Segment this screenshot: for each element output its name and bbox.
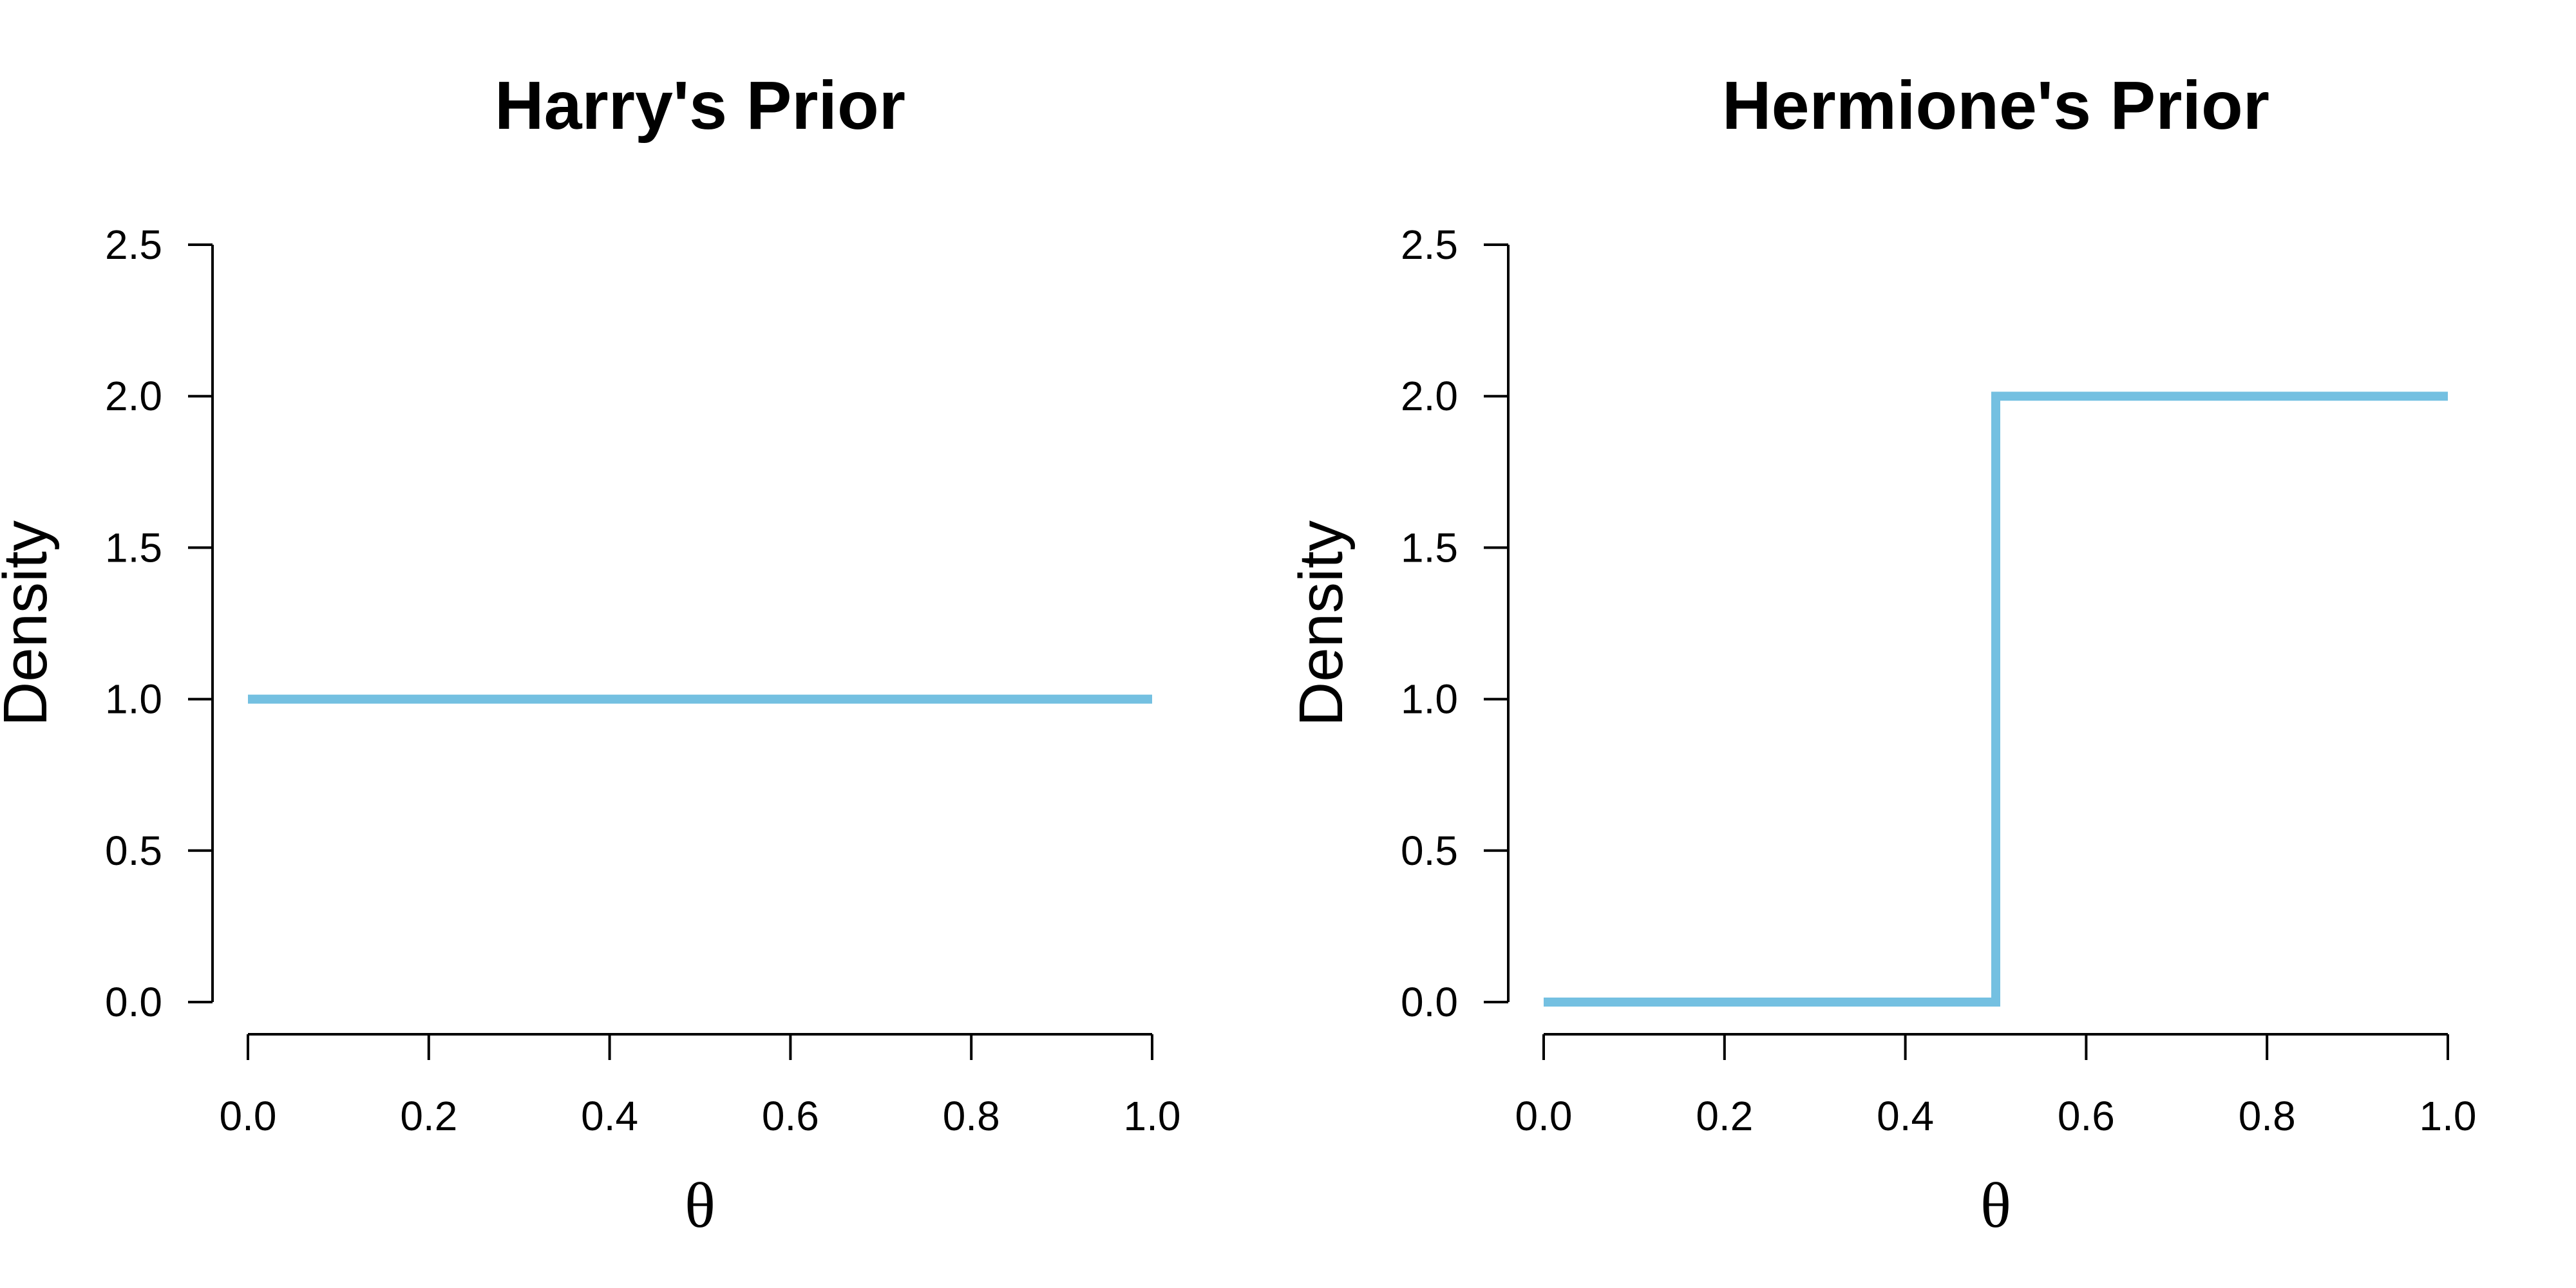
y-tick-label: 0.0: [105, 979, 162, 1025]
x-tick-label: 1.0: [2420, 1093, 2477, 1139]
y-tick-label: 2.0: [105, 373, 162, 419]
x-tick-label: 0.2: [400, 1093, 457, 1139]
y-tick-label: 2.5: [1401, 222, 1458, 268]
x-axis-label: θ: [685, 1170, 715, 1241]
y-tick-label: 0.0: [1401, 979, 1458, 1025]
y-tick-label: 0.5: [1401, 828, 1458, 874]
y-tick-label: 1.0: [105, 676, 162, 723]
y-tick-label: 0.5: [105, 828, 162, 874]
y-axis-label: Density: [0, 520, 60, 726]
x-tick-label: 0.2: [1696, 1093, 1753, 1139]
y-tick-label: 2.5: [105, 222, 162, 268]
chart-title: Harry's Prior: [495, 68, 905, 144]
x-tick-label: 0.4: [1877, 1093, 1934, 1139]
y-tick-label: 1.5: [1401, 524, 1458, 571]
x-tick-label: 0.0: [220, 1093, 277, 1139]
y-axis-label: Density: [1287, 520, 1356, 726]
x-tick-label: 0.4: [581, 1093, 638, 1139]
y-tick-label: 1.5: [105, 524, 162, 571]
x-tick-label: 0.8: [943, 1093, 1000, 1139]
x-tick-label: 0.0: [1515, 1093, 1573, 1139]
x-tick-label: 0.8: [2239, 1093, 2296, 1139]
x-tick-label: 1.0: [1124, 1093, 1181, 1139]
y-tick-label: 1.0: [1401, 676, 1458, 723]
x-axis-label: θ: [1980, 1170, 2011, 1241]
x-tick-label: 0.6: [762, 1093, 819, 1139]
x-tick-label: 0.6: [2058, 1093, 2115, 1139]
chart-title: Hermione's Prior: [1722, 68, 2269, 144]
chart-panel-1: Harry's Prior 0.0 0.5 1.0 1.5 2.0 2.5 0.0 0.2 0.4…: [0, 68, 1180, 1241]
series-line-1: [1544, 392, 2448, 1007]
y-tick-label: 2.0: [1401, 373, 1458, 419]
chart-panel-2: Hermione's Prior 0.0 0.5 1.0 1.5 2.0 2.5 0.0 0.2…: [1287, 68, 2476, 1241]
